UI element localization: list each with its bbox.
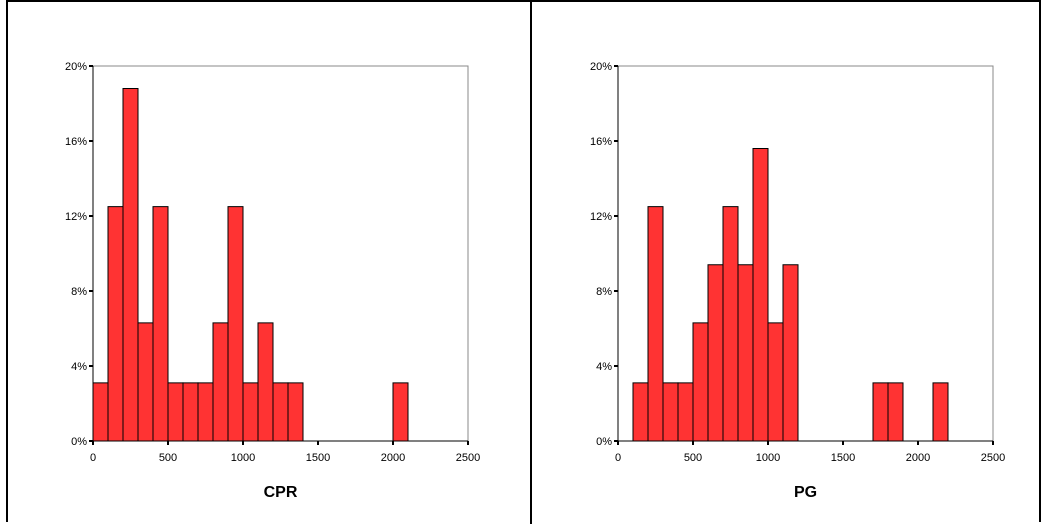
histogram-bar <box>212 322 229 442</box>
x-tick-label: 2000 <box>381 452 405 464</box>
x-tick-label: 2500 <box>456 452 480 464</box>
histogram-bar <box>722 206 739 442</box>
histogram-bar <box>662 382 679 442</box>
y-tick-label: 0% <box>71 436 87 448</box>
y-tick-label: 4% <box>596 361 612 373</box>
y-tick-label: 20% <box>65 61 87 73</box>
x-axis-label: PG <box>794 484 817 501</box>
histogram-bar <box>227 206 244 442</box>
y-tick-label: 12% <box>590 211 612 223</box>
x-tick-label: 500 <box>684 452 702 464</box>
y-tick-label: 12% <box>65 211 87 223</box>
histogram-bar <box>632 382 649 442</box>
histogram-bar <box>752 148 769 442</box>
histogram-bar <box>677 382 694 442</box>
y-tick-label: 16% <box>590 136 612 148</box>
x-tick-label: 1000 <box>756 452 780 464</box>
x-tick-label: 1500 <box>831 452 855 464</box>
histogram-bar <box>767 322 784 442</box>
histogram-bar <box>107 206 124 442</box>
histogram-bar <box>707 264 724 442</box>
y-tick-label: 0% <box>596 436 612 448</box>
cpr-histogram: 0% 4% 8% 12% 16% 20% 0 500 1000 1500 2000 2500 CPR <box>65 61 480 501</box>
panel-divider <box>530 0 532 524</box>
histogram-bar <box>152 206 169 442</box>
figure-frame <box>6 0 1041 522</box>
y-tick-label: 20% <box>590 61 612 73</box>
x-tick-label: 2500 <box>981 452 1005 464</box>
histogram-bar <box>137 322 154 442</box>
x-tick-label: 500 <box>159 452 177 464</box>
histogram-bar <box>692 322 709 442</box>
histogram-bar <box>182 382 199 442</box>
histogram-bar <box>287 382 304 442</box>
histogram-bar <box>167 382 184 442</box>
histogram-bar <box>92 382 109 442</box>
x-tick-label: 1000 <box>231 452 255 464</box>
x-axis-label: CPR <box>264 484 298 501</box>
y-tick-label: 4% <box>71 361 87 373</box>
histogram-bar <box>197 382 214 442</box>
histogram-bar <box>782 264 799 442</box>
histogram-bar <box>257 322 274 442</box>
x-tick-label: 0 <box>615 452 621 464</box>
pg-histogram: 0% 4% 8% 12% 16% 20% 0 500 1000 1500 2000 2500 PG <box>590 61 1005 501</box>
histogram-bar <box>272 382 289 442</box>
histogram-bar <box>122 88 139 442</box>
y-tick-label: 8% <box>71 286 87 298</box>
histogram-bar <box>872 382 889 442</box>
histogram-bar <box>242 382 259 442</box>
histogram-bar <box>647 206 664 442</box>
x-tick-label: 0 <box>90 452 96 464</box>
histogram-bar <box>932 382 949 442</box>
histogram-bar <box>887 382 904 442</box>
y-tick-label: 16% <box>65 136 87 148</box>
x-tick-label: 2000 <box>906 452 930 464</box>
histogram-bar <box>737 264 754 442</box>
x-tick-label: 1500 <box>306 452 330 464</box>
histogram-bar <box>392 382 409 442</box>
y-tick-label: 8% <box>596 286 612 298</box>
